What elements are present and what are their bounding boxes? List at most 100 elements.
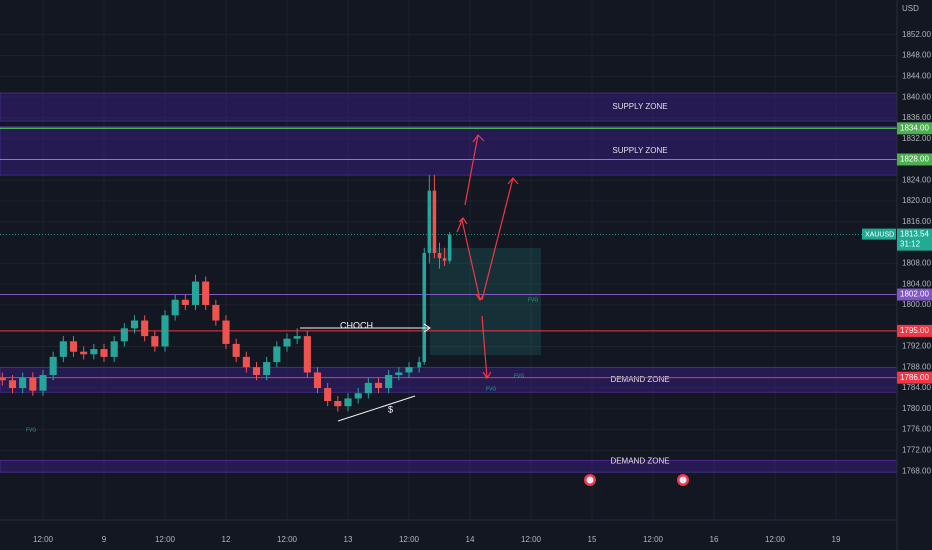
price-tag [897, 228, 932, 251]
y-tick-label: 1776.00 [902, 425, 931, 434]
candle-body [141, 320, 149, 337]
candle-body [417, 362, 421, 368]
y-tick-label: 1784.00 [902, 383, 931, 392]
candle-body [364, 382, 372, 394]
zone [0, 92, 898, 122]
zones: SUPPLY ZONE SUPPLY ZONE DEMAND ZONE DEMAND … [0, 92, 898, 473]
candle-body [303, 336, 311, 373]
price-tag [897, 122, 932, 135]
candle-body [324, 388, 332, 402]
y-tick-label: 1800.00 [902, 300, 931, 309]
candle-body [0, 377, 6, 381]
annotation: CHOCH [340, 320, 373, 330]
candle-body [69, 341, 78, 352]
candle-body [59, 341, 67, 357]
candle-body [427, 190, 432, 253]
candle-body [242, 356, 250, 368]
candle-body [374, 382, 383, 389]
levels [0, 127, 897, 379]
candle-body [222, 320, 230, 344]
candle-body [313, 372, 322, 389]
candle-body [385, 375, 393, 389]
y-tick-label: 1816.00 [902, 217, 931, 226]
candle-body [130, 320, 139, 329]
candle-body [432, 190, 437, 253]
price-tag [897, 153, 932, 166]
trend-line [337, 395, 416, 422]
candle-body [171, 299, 179, 316]
candle-body [422, 252, 427, 363]
event-icon-inner [679, 476, 687, 484]
y-tick-label: 1852.00 [902, 30, 931, 39]
candle-body [293, 336, 301, 339]
x-tick-label: 12:00 [765, 535, 786, 544]
x-tick-label: 12:00 [277, 535, 298, 544]
x-tick-label: 9 [102, 535, 107, 544]
price-tag-label: 1802.00 [900, 290, 929, 299]
zone [0, 459, 898, 473]
x-tick-label: 13 [344, 535, 353, 544]
symbol-name: XAUUSD [865, 231, 894, 238]
candle-body [120, 328, 128, 342]
countdown: 31:12 [900, 240, 921, 249]
zone-label: SUPPLY ZONE [612, 146, 667, 155]
price-tag [897, 371, 932, 384]
x-tick-label: 12 [222, 535, 231, 544]
candle-body [447, 234, 452, 261]
y-tick-label: 1780.00 [902, 404, 931, 413]
candle-body [334, 401, 342, 407]
price-tag-label: 1786.00 [900, 373, 929, 382]
candle-body [283, 338, 291, 347]
arrows [456, 134, 519, 380]
annotation: FVG [514, 373, 524, 379]
candle-body [442, 258, 447, 261]
candle-body [29, 377, 37, 391]
y-tick-label: 1840.00 [902, 92, 931, 101]
annotation: FVG [528, 297, 538, 303]
candle-body [232, 343, 240, 357]
x-tick-label: 16 [710, 535, 719, 544]
candle-body [405, 367, 413, 373]
y-tick-label: 1832.00 [902, 134, 931, 143]
y-tick-label: 1848.00 [902, 51, 931, 60]
symbol-tag [862, 228, 896, 240]
x-tick-label: 12:00 [155, 535, 176, 544]
candle-body [252, 367, 261, 376]
candle-body [191, 281, 200, 305]
candle-body [151, 336, 159, 347]
candle-body [19, 377, 27, 389]
zone [0, 126, 898, 176]
price-tag-label: 1828.00 [900, 155, 929, 164]
grid [0, 0, 897, 520]
price-tag-label: 1795.00 [900, 326, 929, 335]
candle-body [110, 341, 118, 357]
y-tick-label: 1824.00 [902, 175, 931, 184]
currency: USD [902, 4, 919, 13]
annotation: FVG [26, 427, 36, 433]
y-tick-label: 1820.00 [902, 196, 931, 205]
candle-body [80, 351, 88, 355]
candles [0, 175, 452, 412]
x-tick-label: 19 [832, 535, 841, 544]
position-box [430, 248, 541, 355]
y-tick-label: 1836.00 [902, 113, 931, 122]
y-tick-label: 1768.00 [902, 466, 931, 475]
price-tag-label: 1834.00 [900, 123, 929, 132]
y-tick-label: 1808.00 [902, 258, 931, 267]
event-icon-inner [586, 476, 594, 484]
candle-body [8, 380, 17, 389]
candle-body [49, 356, 57, 376]
annotation: FVG [486, 386, 496, 392]
arrow [464, 134, 485, 206]
candle-body [344, 398, 352, 407]
candle-body [395, 372, 403, 376]
x-tick-label: 12:00 [521, 535, 542, 544]
candle-body [100, 349, 108, 357]
zone-label: DEMAND ZONE [610, 456, 669, 465]
zone [0, 366, 898, 393]
x-tick-label: 12:00 [399, 535, 420, 544]
arrow [481, 177, 519, 301]
